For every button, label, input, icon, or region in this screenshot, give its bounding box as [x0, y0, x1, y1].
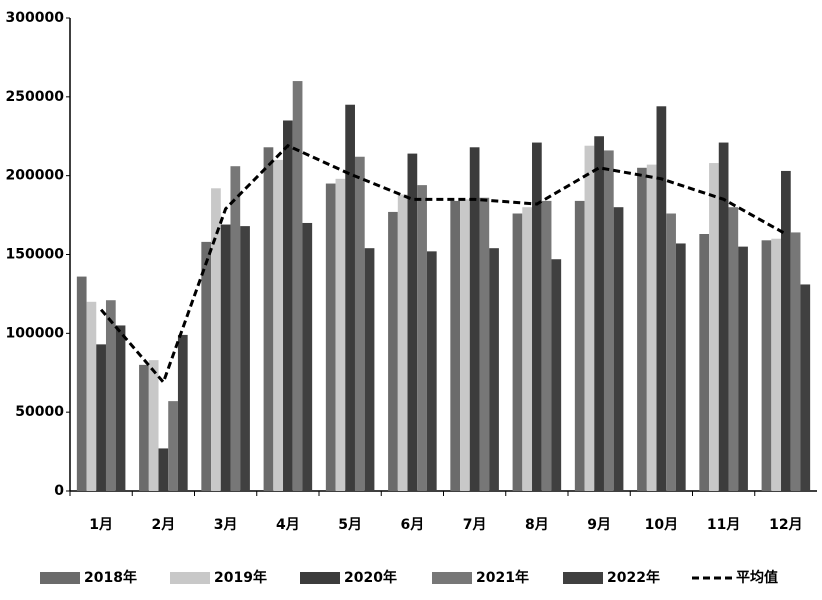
bar [364, 248, 375, 491]
bar [263, 147, 274, 491]
x-tick-label: 4月 [276, 517, 300, 533]
average-line [99, 143, 787, 386]
bar [105, 300, 116, 491]
bar [594, 136, 604, 491]
x-tick-label: 5月 [338, 517, 362, 533]
bar [512, 213, 523, 492]
bar [158, 448, 169, 491]
legend-swatch [300, 572, 340, 584]
bar [335, 178, 346, 491]
bar [771, 238, 782, 491]
bar [417, 185, 427, 492]
y-tick-label: 200000 [6, 168, 65, 184]
y-tick-label: 250000 [6, 89, 65, 105]
bar [86, 301, 97, 491]
bar [699, 234, 710, 491]
bar [139, 364, 149, 491]
legend-label: 平均值 [736, 569, 778, 586]
bar [603, 150, 614, 491]
bar [450, 200, 461, 492]
bar [800, 284, 811, 491]
bar [426, 251, 437, 491]
x-tick-label: 12月 [769, 517, 802, 533]
bar [761, 240, 772, 491]
legend-label: 2018年 [84, 569, 137, 586]
bar [148, 360, 159, 491]
legend-swatch [563, 572, 603, 584]
legend-label: 2019年 [214, 569, 267, 586]
bar [273, 159, 284, 491]
bar [781, 170, 791, 492]
x-tick-label: 2月 [152, 517, 176, 533]
y-tick-label: 150000 [6, 247, 65, 263]
x-tick-label: 11月 [707, 517, 740, 533]
bar [532, 142, 542, 491]
legend-label: 2022年 [607, 569, 660, 586]
bar [211, 188, 221, 491]
legend-label: 2021年 [476, 569, 529, 586]
bar [675, 243, 686, 491]
legend-label: 2020年 [344, 569, 397, 586]
bar [283, 120, 293, 491]
bar [541, 200, 552, 492]
bar [666, 213, 676, 492]
legend-swatch [432, 572, 472, 584]
bar [709, 163, 719, 491]
bar [168, 401, 178, 491]
bar [738, 246, 748, 491]
bar [469, 147, 480, 491]
bar [637, 167, 647, 492]
x-tick-label: 9月 [587, 517, 611, 533]
x-tick-label: 1月 [89, 517, 113, 533]
bar [613, 207, 624, 491]
bar [240, 226, 250, 491]
y-tick-label: 300000 [6, 10, 65, 26]
y-tick-label: 100000 [6, 325, 65, 341]
x-tick-label: 10月 [645, 517, 678, 533]
bar [177, 334, 188, 491]
bar [718, 142, 729, 491]
bar [96, 344, 106, 491]
bar [292, 81, 303, 492]
bar [345, 104, 355, 491]
bar [790, 232, 801, 491]
bar [230, 166, 241, 491]
bar [460, 199, 470, 492]
bar [325, 183, 336, 492]
bar [407, 153, 418, 492]
bar [302, 222, 313, 491]
bar [220, 224, 231, 491]
x-tick-label: 3月 [214, 517, 238, 533]
legend-swatch [40, 572, 80, 584]
bar [388, 211, 398, 491]
x-tick-label: 7月 [463, 517, 487, 533]
bar [76, 276, 87, 491]
bar [489, 248, 499, 491]
bar [522, 207, 533, 491]
bar [551, 259, 562, 491]
legend-swatch [170, 572, 210, 584]
y-tick-label: 50000 [15, 404, 64, 420]
bar [656, 106, 667, 491]
bar [115, 325, 126, 491]
bar [646, 164, 657, 491]
bar [479, 197, 490, 492]
bar [354, 156, 365, 491]
x-tick-label: 6月 [401, 517, 425, 533]
x-tick-label: 8月 [525, 517, 549, 533]
bar [397, 194, 408, 491]
bar [728, 207, 739, 491]
bar [584, 145, 595, 491]
bar [201, 241, 212, 491]
y-tick-label: 0 [54, 483, 64, 499]
bar [574, 200, 585, 492]
